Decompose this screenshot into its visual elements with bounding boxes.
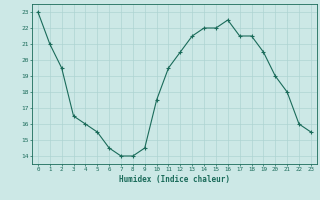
X-axis label: Humidex (Indice chaleur): Humidex (Indice chaleur) — [119, 175, 230, 184]
